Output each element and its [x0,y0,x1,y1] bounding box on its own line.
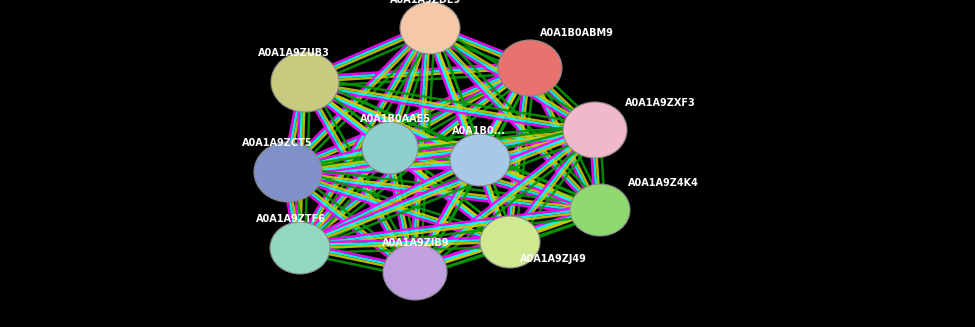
Ellipse shape [254,142,322,202]
Ellipse shape [362,122,418,174]
Ellipse shape [570,184,630,236]
Text: A0A1A9ZIB9: A0A1A9ZIB9 [382,238,449,248]
Text: A0A1A9ZJ49: A0A1A9ZJ49 [520,254,587,264]
Ellipse shape [383,244,447,300]
Text: A0A1A9ZCT5: A0A1A9ZCT5 [242,138,313,148]
Ellipse shape [450,134,510,186]
Ellipse shape [270,222,330,274]
Ellipse shape [271,52,339,112]
Text: A0A1A9Z4K4: A0A1A9Z4K4 [628,178,699,188]
Ellipse shape [563,102,627,158]
Ellipse shape [480,216,540,268]
Ellipse shape [498,40,562,96]
Text: A0A1A9ZTF6: A0A1A9ZTF6 [256,214,326,224]
Ellipse shape [400,2,460,54]
Text: A0A1B0AAE5: A0A1B0AAE5 [360,114,431,124]
Text: A0A1B0ABM9: A0A1B0ABM9 [540,28,614,38]
Text: A0A1A9ZUB3: A0A1A9ZUB3 [258,48,330,58]
Text: A0A1B0...: A0A1B0... [452,126,506,136]
Text: A0A1A9ZXF3: A0A1A9ZXF3 [625,98,696,108]
Text: A0A1A9ZDE9: A0A1A9ZDE9 [390,0,461,5]
